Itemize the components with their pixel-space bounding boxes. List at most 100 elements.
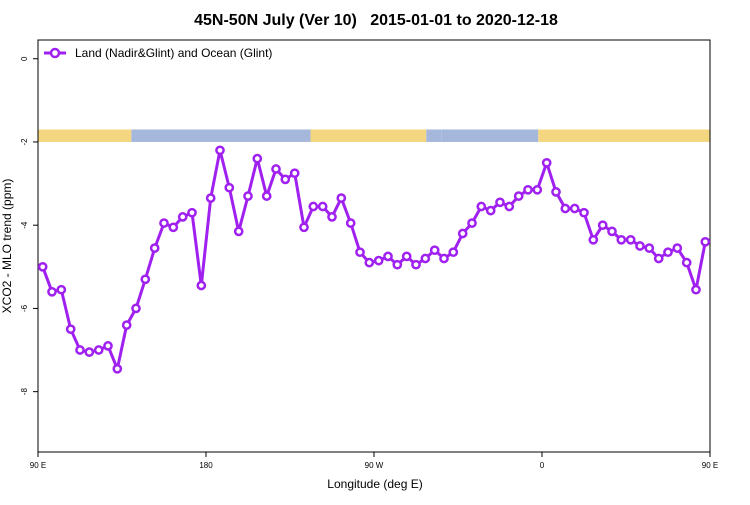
- series-point: [336, 193, 347, 203]
- series-point: [364, 257, 375, 268]
- x-tick-label: 90 E: [702, 461, 718, 470]
- x-tick-label: 180: [199, 461, 213, 470]
- y-tick-label: -2: [20, 138, 29, 146]
- series-point: [700, 236, 711, 247]
- land-ocean-mask: [38, 129, 710, 142]
- x-tick-label: 90 E: [30, 461, 46, 470]
- series-point: [112, 363, 123, 374]
- plot-frame: [37, 39, 711, 453]
- series-point: [681, 257, 692, 268]
- series-point: [560, 203, 571, 214]
- series-point: [625, 234, 636, 245]
- series-point: [504, 201, 515, 212]
- series-point: [691, 284, 701, 295]
- series-point: [65, 324, 76, 335]
- series-point: [672, 243, 683, 253]
- series-point: [93, 345, 104, 355]
- x-axis-label: Longitude (deg E): [327, 477, 422, 491]
- legend-marker-swatch: [49, 47, 61, 59]
- series-point: [392, 259, 403, 270]
- series-layer: [37, 145, 711, 374]
- series-point: [75, 345, 85, 355]
- series-point: [513, 191, 524, 201]
- series-point: [252, 153, 263, 164]
- series-point: [532, 184, 543, 195]
- series-point: [597, 220, 608, 231]
- series-point: [205, 193, 216, 203]
- series-point: [140, 274, 151, 285]
- x-axis-ticks: 90 E 180 90 W 0 90 E: [30, 452, 718, 470]
- series-point: [327, 212, 337, 222]
- series-point: [271, 164, 281, 174]
- series-point: [177, 212, 188, 222]
- series-point: [149, 243, 160, 253]
- series-point: [495, 197, 505, 208]
- series-point: [653, 253, 664, 264]
- x-tick-label: 0: [540, 461, 545, 470]
- series-point: [429, 245, 440, 256]
- series-point: [411, 259, 421, 270]
- mask-segment-land: [310, 129, 427, 142]
- y-axis-ticks: 0 -2 -4 -6 -8: [20, 56, 38, 395]
- series-point: [420, 253, 431, 264]
- series-point: [616, 234, 627, 245]
- series-point: [56, 284, 67, 295]
- series-point: [588, 234, 599, 245]
- series-point: [196, 280, 207, 291]
- mask-segment-ocean: [131, 129, 311, 142]
- series-point: [523, 184, 533, 195]
- series-point: [47, 286, 57, 297]
- series-point: [280, 174, 291, 185]
- series-point: [383, 251, 393, 262]
- series-point: [448, 247, 459, 258]
- series-point: [187, 207, 197, 218]
- series-point: [635, 241, 645, 251]
- series-point: [224, 182, 235, 193]
- y-tick-label: -8: [20, 388, 29, 396]
- series-point: [541, 157, 552, 168]
- series-point: [439, 253, 449, 264]
- series-point: [569, 203, 580, 214]
- series-point: [663, 247, 673, 258]
- series-point: [168, 222, 179, 233]
- x-tick-label: 90 W: [365, 461, 384, 470]
- mask-segment-ocean: [441, 129, 539, 142]
- series-point: [233, 226, 244, 237]
- series-point: [131, 303, 141, 314]
- series-point: [579, 207, 589, 218]
- series-point: [551, 187, 561, 197]
- series-point: [243, 191, 253, 201]
- mask-segment-land: [38, 129, 132, 142]
- series-point: [373, 255, 384, 266]
- mask-segment-land: [538, 129, 710, 142]
- y-tick-label: -4: [20, 221, 29, 229]
- series-point: [121, 320, 132, 330]
- series-point: [103, 341, 113, 351]
- series-point: [37, 261, 48, 272]
- legend-label: Land (Nadir&Glint) and Ocean (Glint): [75, 46, 272, 60]
- series-point: [644, 243, 655, 253]
- series-point: [457, 228, 468, 239]
- series-point: [159, 218, 169, 228]
- series-point: [355, 247, 365, 258]
- series-point: [261, 191, 272, 201]
- series-point: [485, 205, 496, 216]
- y-tick-label: 0: [20, 56, 29, 61]
- chart-title: 45N-50N July (Ver 10) 2015-01-01 to 2020…: [194, 12, 558, 29]
- series-point: [476, 201, 487, 212]
- series-point: [289, 168, 300, 179]
- y-axis-label: XCO2 - MLO trend (ppm): [0, 179, 14, 314]
- series-point: [299, 222, 309, 233]
- series-point: [401, 251, 412, 262]
- y-tick-label: -6: [20, 304, 29, 312]
- series-point: [345, 218, 356, 228]
- series-point: [607, 226, 617, 237]
- mask-segment-ocean: [426, 129, 442, 142]
- legend: Land (Nadir&Glint) and Ocean (Glint): [44, 46, 272, 60]
- series-point: [215, 145, 225, 156]
- series-point: [467, 218, 477, 228]
- series-point: [317, 201, 328, 212]
- series-point: [84, 347, 95, 357]
